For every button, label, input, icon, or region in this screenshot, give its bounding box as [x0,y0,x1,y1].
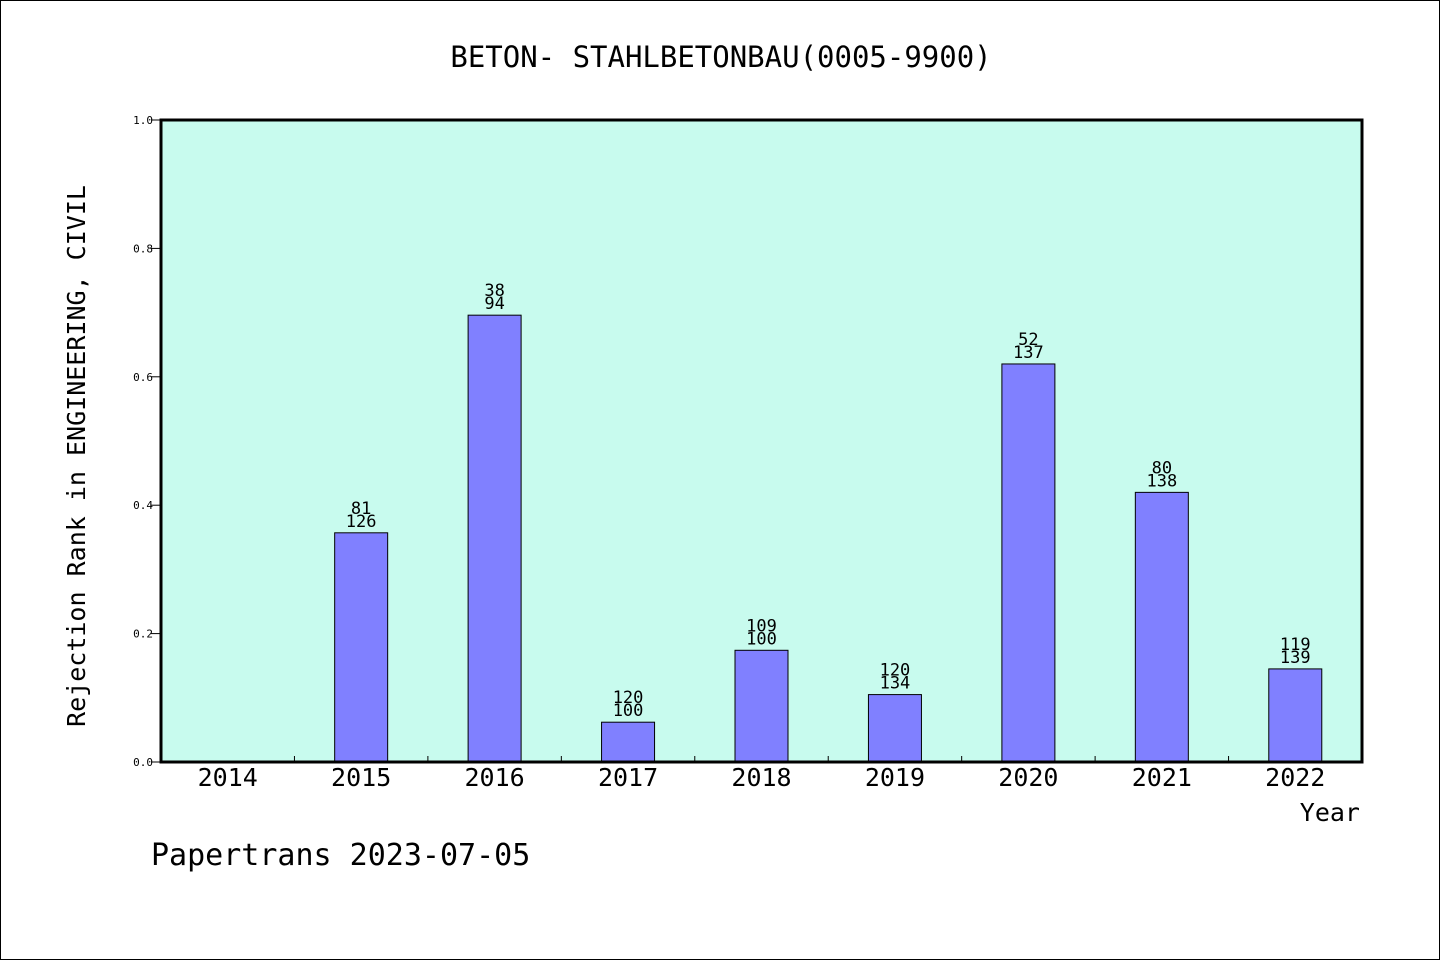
bar-2021 [1134,491,1189,763]
data-label-bottom-2019: 134 [880,674,911,694]
x-tick-label-2019: 2019 [865,763,925,792]
y-axis: 0.0 0.2 0.4 0.6 0.8 1.0 [133,114,161,769]
data-label-bottom-2015: 126 [346,512,377,532]
data-label-top-2022: 119 [1280,635,1311,655]
y-tick-label-1: 0.2 [133,628,153,641]
x-tick-label-2017: 2017 [598,763,658,792]
bar-2018 [734,649,789,763]
data-label-top-2015: 81 [351,499,371,519]
x-tick-label-2020: 2020 [998,763,1058,792]
y-tick-label-3: 0.6 [133,371,153,384]
y-tick-label-0: 0.0 [133,756,153,769]
data-label-top-2020: 52 [1018,330,1038,350]
data-label-bottom-2017: 100 [613,701,644,721]
y-tick-label-5: 1.0 [133,114,153,127]
bar-2015 [334,532,389,763]
chart-title: BETON- STAHLBETONBAU(0005-9900) [450,40,991,74]
x-tick-label-2022: 2022 [1265,763,1325,792]
data-label-bottom-2018: 100 [746,629,777,649]
bar-2019 [867,694,922,763]
y-tick-label-2: 0.4 [133,499,153,512]
data-label-top-2019: 120 [880,661,911,681]
x-axis: 2014 2015 2016 2017 2018 2019 2020 2021 2022 [198,756,1325,792]
x-tick-label-2015: 2015 [331,763,391,792]
bar-2020 [1001,363,1056,763]
data-label-top-2021: 80 [1152,458,1172,478]
data-label-bottom-2020: 137 [1013,343,1044,363]
data-label-bottom-2021: 138 [1146,471,1177,491]
footer-text: Papertrans 2023-07-05 [151,838,530,873]
data-label-bottom-2022: 139 [1280,648,1311,668]
data-labels-layer: 8112638941201001091001201345213780138119… [346,281,1311,721]
data-label-top-2018: 109 [746,616,777,636]
bar-2016 [467,314,522,763]
bar-2022 [1268,668,1323,763]
data-label-top-2016: 38 [484,281,504,301]
y-axis-title: Rejection Rank in ENGINEERING, CIVIL [62,185,91,727]
x-tick-label-2016: 2016 [465,763,525,792]
bars-layer [334,314,1323,763]
x-tick-label-2018: 2018 [731,763,791,792]
data-label-bottom-2016: 94 [484,294,504,314]
y-tick-label-4: 0.8 [133,242,153,255]
x-tick-label-2014: 2014 [198,763,258,792]
data-label-top-2017: 120 [613,688,644,708]
plot-border [159,118,1364,764]
bar-2017 [601,721,656,763]
x-tick-label-2021: 2021 [1132,763,1192,792]
x-axis-title: Year [1300,798,1360,827]
